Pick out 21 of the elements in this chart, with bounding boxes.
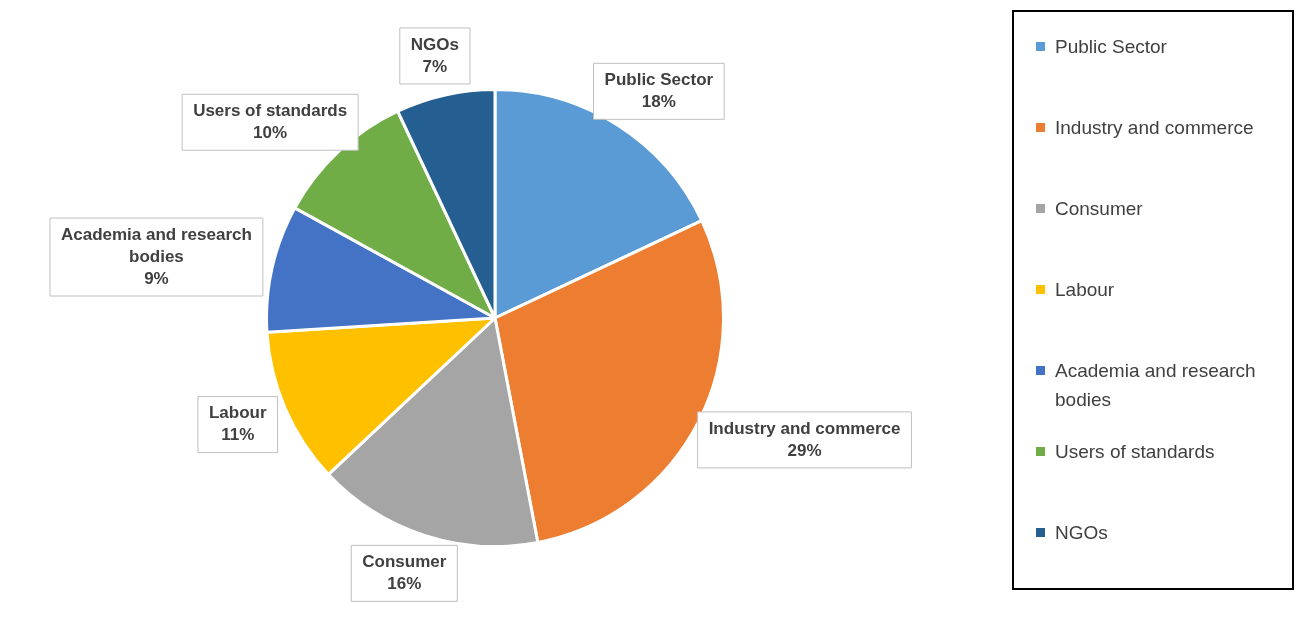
slice-label: Consumer <box>362 552 447 572</box>
slice-label: Public Sector <box>604 69 714 89</box>
slice-label: Industry and commerce <box>708 418 901 438</box>
data-label: 18% <box>641 91 676 111</box>
legend-label: Users of standards <box>1055 440 1216 464</box>
data-label: 16% <box>387 574 422 594</box>
legend-label: Public Sector <box>1055 35 1168 59</box>
data-label: 9% <box>144 268 169 288</box>
legend-label: Consumer <box>1055 197 1144 221</box>
legend-label: Industry and commerce <box>1055 116 1255 140</box>
slice-label: Labour <box>208 403 267 423</box>
data-label: 11% <box>221 425 255 445</box>
slice-label: Academia and research bodies <box>60 224 252 266</box>
data-label: 29% <box>787 440 822 460</box>
legend-label: Academia and research bodies <box>1055 359 1257 412</box>
legend-label: Labour <box>1055 278 1116 302</box>
slice-label: NGOs <box>410 34 459 54</box>
slice-label: Users of standards <box>193 100 348 120</box>
data-label: 10% <box>253 122 288 142</box>
legend-label: NGOs <box>1055 521 1109 545</box>
data-label: 7% <box>422 56 448 76</box>
